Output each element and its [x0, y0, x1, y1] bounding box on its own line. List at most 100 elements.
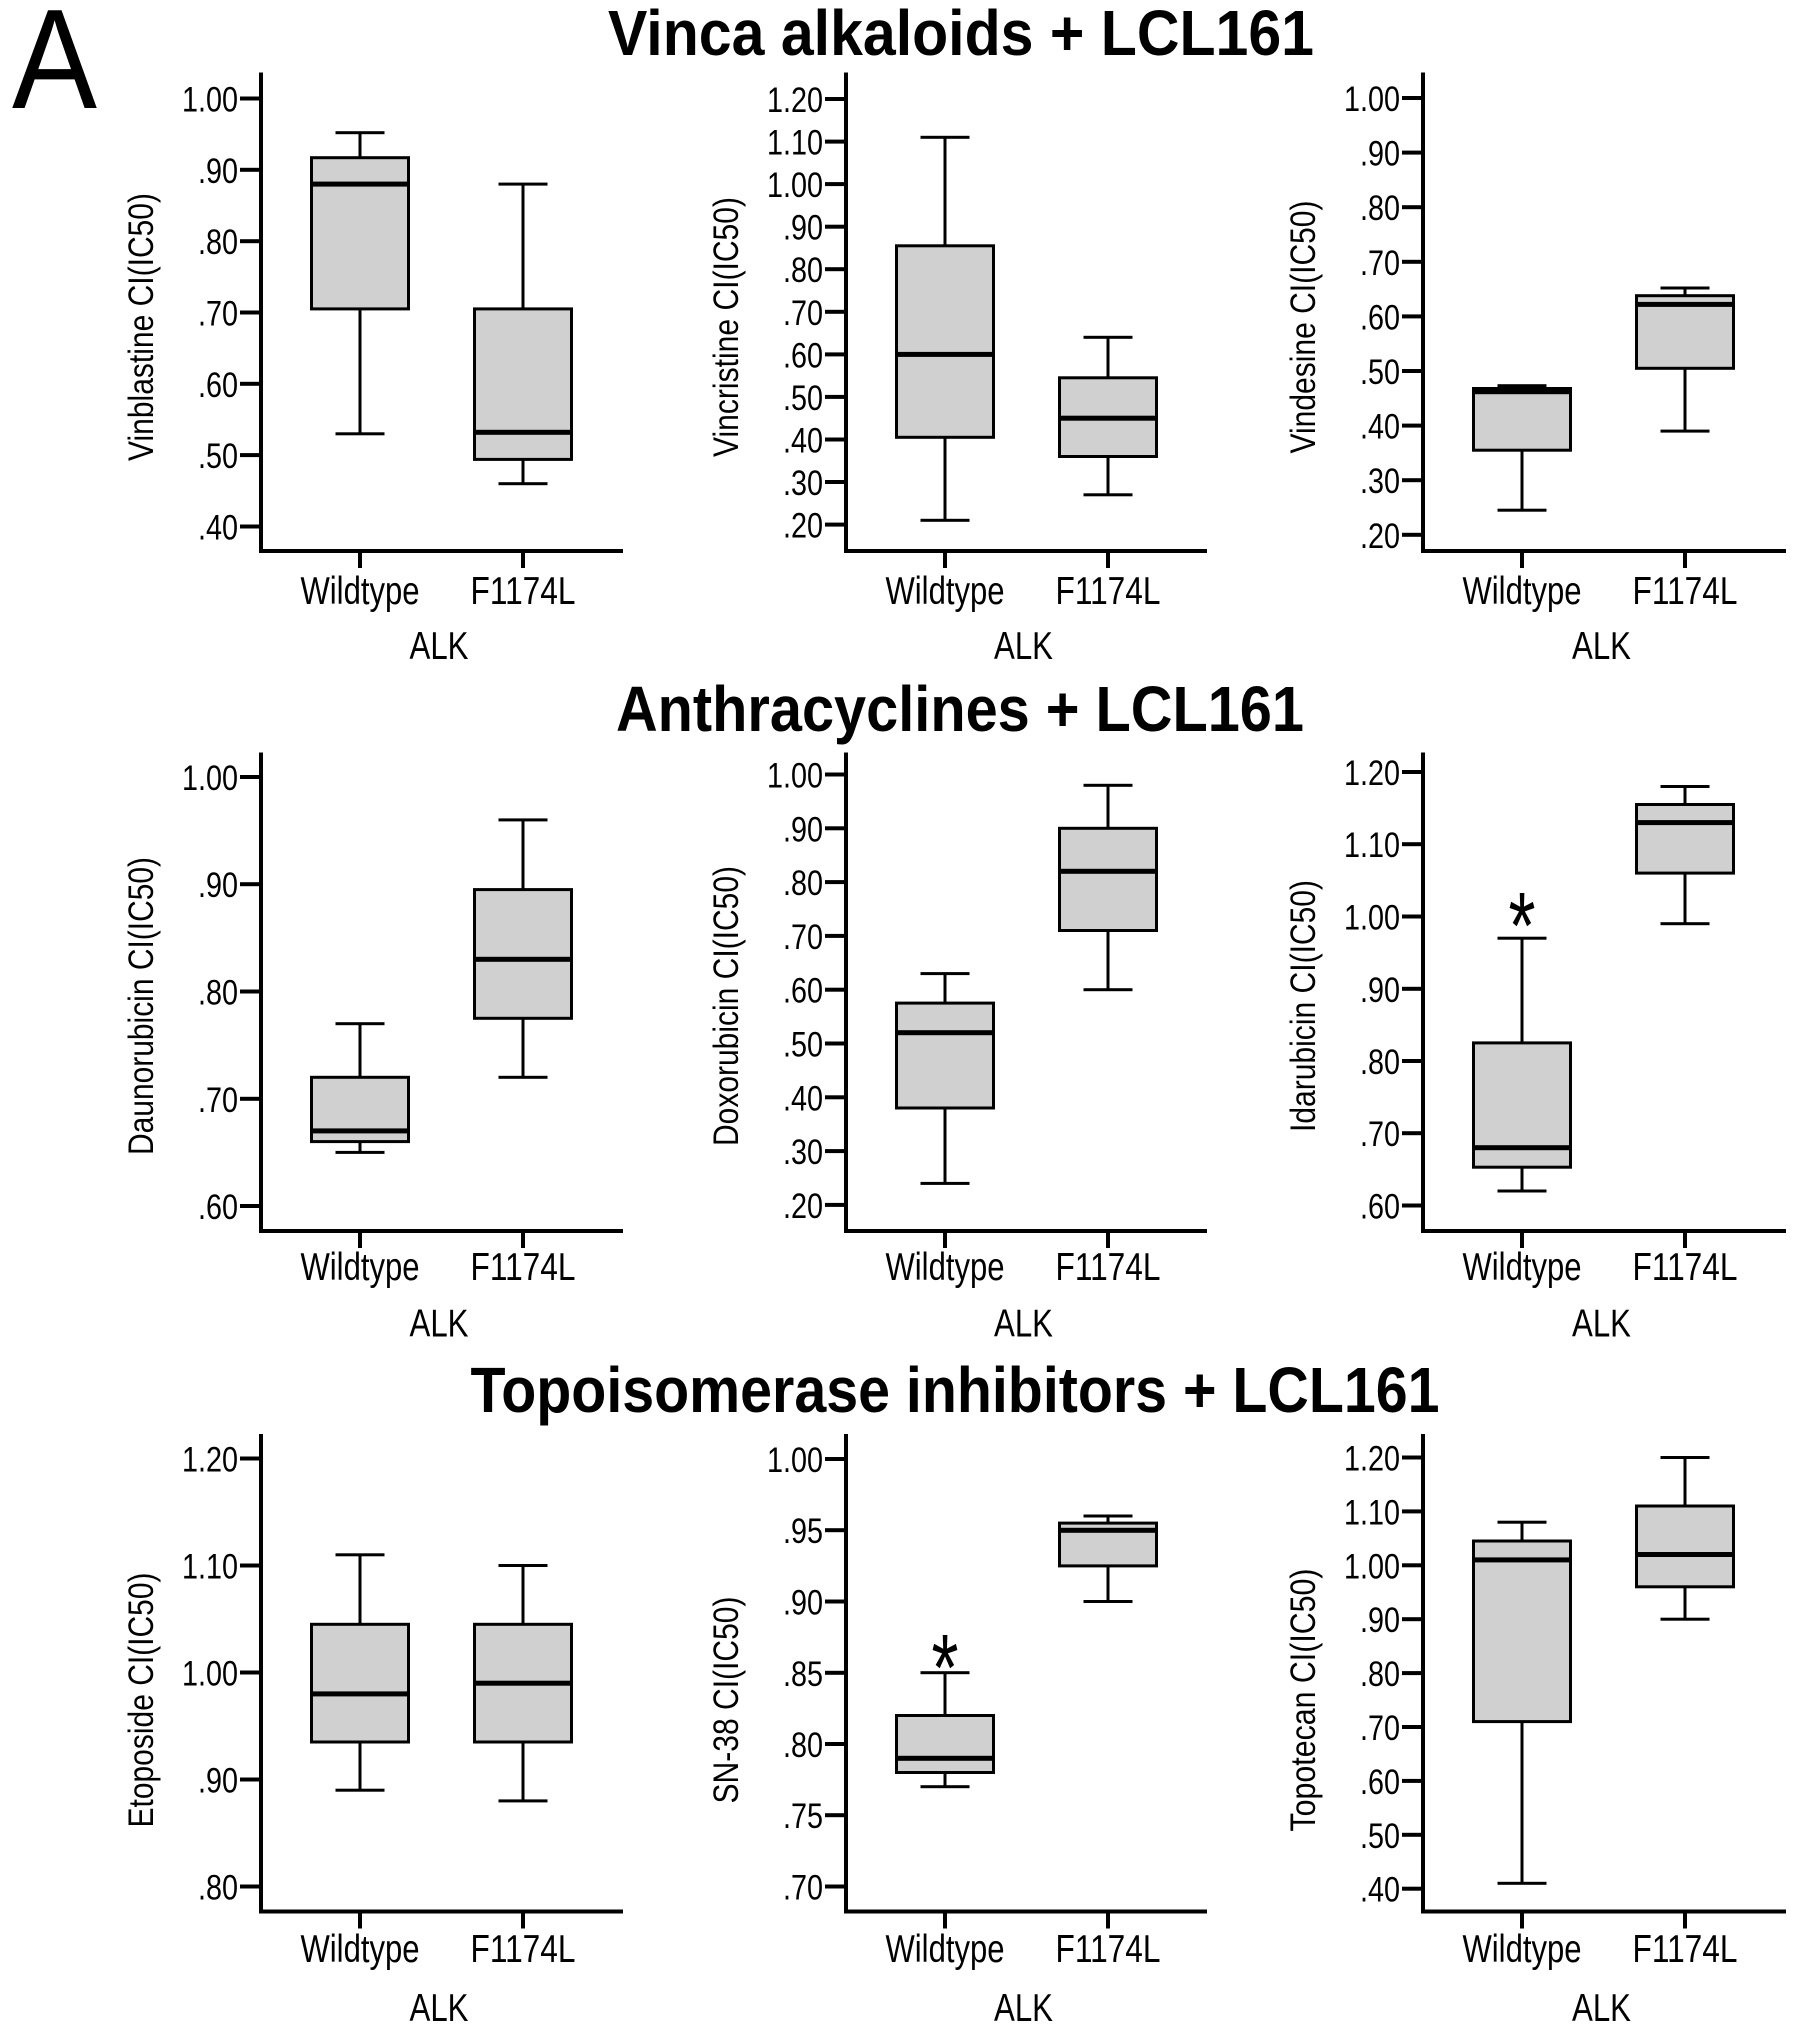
- svg-text:.70: .70: [1360, 1115, 1400, 1154]
- svg-text:SN-38 CI(IC50): SN-38 CI(IC50): [707, 1597, 746, 1804]
- svg-text:.80: .80: [783, 864, 823, 903]
- svg-text:.50: .50: [783, 379, 823, 418]
- svg-text:F1174L: F1174L: [471, 1246, 576, 1289]
- svg-text:.30: .30: [783, 464, 823, 503]
- svg-text:.30: .30: [1360, 462, 1400, 501]
- svg-text:1.00: 1.00: [767, 1441, 823, 1480]
- svg-text:.70: .70: [198, 295, 238, 334]
- svg-text:ALK: ALK: [1572, 625, 1631, 668]
- svg-text:.75: .75: [783, 1797, 823, 1836]
- svg-text:.90: .90: [1360, 971, 1400, 1010]
- svg-text:.70: .70: [198, 1081, 238, 1120]
- svg-text:.40: .40: [1360, 408, 1400, 447]
- svg-text:1.10: 1.10: [182, 1548, 238, 1587]
- svg-text:.80: .80: [783, 251, 823, 290]
- svg-text:Etoposide CI(IC50): Etoposide CI(IC50): [122, 1573, 161, 1828]
- svg-text:Anthracyclines + LCL161: Anthracyclines + LCL161: [616, 673, 1304, 745]
- svg-text:.90: .90: [783, 1584, 823, 1623]
- svg-text:Wildtype: Wildtype: [301, 1928, 420, 1971]
- svg-text:.50: .50: [198, 437, 238, 476]
- svg-text:1.10: 1.10: [1344, 826, 1400, 865]
- svg-text:.90: .90: [198, 866, 238, 905]
- svg-text:*: *: [1509, 873, 1536, 979]
- svg-text:A: A: [12, 0, 97, 139]
- svg-text:.60: .60: [1360, 298, 1400, 337]
- svg-text:.90: .90: [198, 152, 238, 191]
- svg-text:.20: .20: [1360, 517, 1400, 556]
- svg-text:1.20: 1.20: [1344, 1440, 1400, 1479]
- svg-text:.70: .70: [783, 294, 823, 333]
- svg-text:.50: .50: [783, 1026, 823, 1065]
- svg-text:.60: .60: [783, 336, 823, 375]
- svg-text:.90: .90: [1360, 135, 1400, 174]
- svg-text:.90: .90: [783, 209, 823, 248]
- svg-text:1.20: 1.20: [1344, 754, 1400, 793]
- svg-text:ALK: ALK: [994, 625, 1053, 668]
- svg-text:.60: .60: [1360, 1188, 1400, 1227]
- svg-text:ALK: ALK: [994, 1303, 1053, 1346]
- svg-text:Topoisomerase inhibitors + LCL: Topoisomerase inhibitors + LCL161: [471, 1354, 1440, 1426]
- svg-text:.50: .50: [1360, 353, 1400, 392]
- svg-text:1.00: 1.00: [182, 1655, 238, 1694]
- svg-text:.90: .90: [198, 1762, 238, 1801]
- svg-text:1.00: 1.00: [767, 166, 823, 205]
- svg-text:Idarubicin CI(IC50): Idarubicin CI(IC50): [1284, 880, 1323, 1132]
- svg-text:.40: .40: [783, 422, 823, 461]
- svg-text:Wildtype: Wildtype: [886, 1928, 1005, 1971]
- svg-text:.20: .20: [783, 507, 823, 546]
- svg-text:Wildtype: Wildtype: [1463, 570, 1582, 613]
- svg-text:Wildtype: Wildtype: [301, 1246, 420, 1289]
- svg-text:Wildtype: Wildtype: [1463, 1246, 1582, 1289]
- svg-text:Vinca alkaloids + LCL161: Vinca alkaloids + LCL161: [608, 0, 1314, 69]
- svg-text:Wildtype: Wildtype: [886, 570, 1005, 613]
- svg-text:.95: .95: [783, 1512, 823, 1551]
- svg-text:.70: .70: [1360, 244, 1400, 283]
- svg-text:.40: .40: [1360, 1871, 1400, 1910]
- svg-text:.90: .90: [1360, 1601, 1400, 1640]
- svg-text:.80: .80: [783, 1726, 823, 1765]
- svg-text:.80: .80: [1360, 1043, 1400, 1082]
- svg-text:Wildtype: Wildtype: [1463, 1928, 1582, 1971]
- svg-text:1.10: 1.10: [1344, 1493, 1400, 1532]
- svg-text:F1174L: F1174L: [1056, 1928, 1161, 1971]
- svg-text:ALK: ALK: [410, 1987, 469, 2030]
- svg-text:ALK: ALK: [410, 1303, 469, 1346]
- svg-text:.60: .60: [198, 366, 238, 405]
- svg-text:1.20: 1.20: [767, 81, 823, 120]
- svg-text:Vindesine CI(IC50): Vindesine CI(IC50): [1284, 201, 1323, 454]
- svg-text:.85: .85: [783, 1655, 823, 1694]
- svg-text:1.00: 1.00: [767, 757, 823, 796]
- svg-text:1.00: 1.00: [1344, 80, 1400, 119]
- svg-text:Vinblastine CI(IC50): Vinblastine CI(IC50): [122, 193, 161, 461]
- svg-text:.80: .80: [198, 974, 238, 1013]
- svg-text:1.00: 1.00: [1344, 1547, 1400, 1586]
- svg-text:Wildtype: Wildtype: [886, 1246, 1005, 1289]
- svg-text:ALK: ALK: [994, 1987, 1053, 2030]
- svg-text:ALK: ALK: [1572, 1987, 1631, 2030]
- svg-text:1.10: 1.10: [767, 124, 823, 163]
- svg-text:Vincristine CI(IC50): Vincristine CI(IC50): [707, 197, 746, 457]
- svg-text:.70: .70: [783, 918, 823, 957]
- svg-text:F1174L: F1174L: [1056, 570, 1161, 613]
- svg-text:.40: .40: [783, 1079, 823, 1118]
- svg-text:.70: .70: [783, 1869, 823, 1908]
- svg-text:Topotecan CI(IC50): Topotecan CI(IC50): [1284, 1569, 1323, 1832]
- svg-text:.60: .60: [783, 972, 823, 1011]
- svg-text:*: *: [932, 1615, 959, 1721]
- svg-text:.60: .60: [1360, 1763, 1400, 1802]
- svg-text:1.00: 1.00: [1344, 899, 1400, 938]
- svg-text:.90: .90: [783, 810, 823, 849]
- svg-text:Daunorubicin CI(IC50): Daunorubicin CI(IC50): [122, 857, 161, 1155]
- svg-text:F1174L: F1174L: [1633, 1928, 1738, 1971]
- svg-text:F1174L: F1174L: [471, 570, 576, 613]
- svg-text:F1174L: F1174L: [1633, 1246, 1738, 1289]
- svg-text:.40: .40: [198, 509, 238, 548]
- svg-text:.80: .80: [1360, 189, 1400, 228]
- svg-text:F1174L: F1174L: [1633, 570, 1738, 613]
- svg-text:ALK: ALK: [1572, 1303, 1631, 1346]
- svg-text:ALK: ALK: [410, 625, 469, 668]
- svg-text:F1174L: F1174L: [471, 1928, 576, 1971]
- svg-text:.30: .30: [783, 1133, 823, 1172]
- svg-text:.50: .50: [1360, 1817, 1400, 1856]
- svg-text:1.20: 1.20: [182, 1441, 238, 1480]
